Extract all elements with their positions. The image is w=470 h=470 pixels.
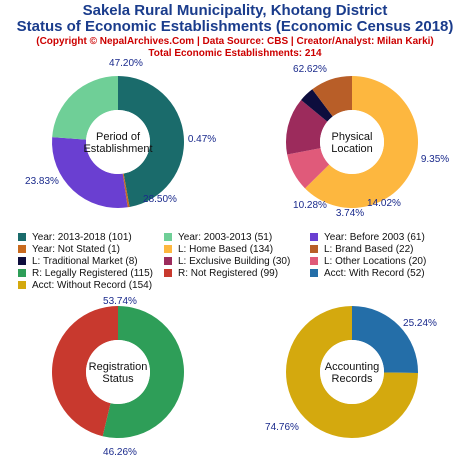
donut-slice: [352, 306, 419, 374]
legend-swatch: [18, 281, 26, 289]
legend-item: L: Exclusive Building (30): [164, 256, 290, 267]
donut-hole: [86, 110, 150, 174]
legend-swatch: [18, 269, 26, 277]
donut-hole: [320, 340, 384, 404]
legend-label: L: Brand Based (22): [324, 244, 414, 255]
donut-slice: [301, 89, 333, 122]
legend-label: Year: 2003-2013 (51): [178, 232, 273, 243]
slice-percent-label: 53.74%: [103, 296, 137, 307]
legend-swatch: [310, 257, 318, 265]
legend-item: Year: 2003-2013 (51): [164, 232, 272, 243]
legend-swatch: [310, 233, 318, 241]
donut-slice: [312, 76, 352, 117]
legend-item: Acct: With Record (52): [310, 268, 425, 279]
slice-percent-label: 25.24%: [403, 318, 437, 329]
donut-center-label: Registration: [89, 361, 148, 373]
legend-swatch: [310, 245, 318, 253]
donut-hole: [86, 340, 150, 404]
source-credit: (Copyright © NepalArchives.Com | Data So…: [36, 36, 434, 47]
legend-item: R: Legally Registered (115): [18, 268, 153, 279]
slice-percent-label: 46.26%: [103, 447, 137, 458]
slice-percent-label: 74.76%: [265, 422, 299, 433]
donut-slice: [286, 306, 418, 438]
legend-swatch: [310, 269, 318, 277]
legend-item: L: Traditional Market (8): [18, 256, 138, 267]
slice-percent-label: 28.50%: [143, 194, 177, 205]
donut-slice: [286, 99, 328, 155]
slice-percent-label: 0.47%: [188, 134, 216, 145]
donut-slice: [122, 173, 130, 208]
legend-swatch: [18, 245, 26, 253]
legend-swatch: [18, 233, 26, 241]
legend-label: Year: 2013-2018 (101): [32, 232, 132, 243]
total-establishments: Total Economic Establishments: 214: [148, 48, 322, 59]
legend-label: L: Home Based (134): [178, 244, 274, 255]
slice-percent-label: 9.35%: [421, 154, 449, 165]
donut-center-label: Establishment: [83, 143, 152, 155]
legend-label: R: Not Registered (99): [178, 268, 279, 279]
legend-label: Acct: With Record (52): [324, 268, 425, 279]
chart-title-line2: Status of Economic Establishments (Econo…: [16, 18, 454, 35]
donut-center-label: Period of: [96, 131, 141, 143]
chart-title-line1: Sakela Rural Municipality, Khotang Distr…: [82, 2, 388, 19]
donut-center-label: Physical: [332, 131, 373, 143]
legend-label: Acct: Without Record (154): [32, 280, 153, 291]
legend-item: Acct: Without Record (154): [18, 280, 152, 291]
legend-item: Year: 2013-2018 (101): [18, 232, 132, 243]
legend-label: R: Legally Registered (115): [32, 268, 153, 279]
donut-center-label: Records: [332, 373, 373, 385]
donut-slice: [52, 137, 128, 208]
donut-slice: [52, 76, 118, 140]
donut-hole: [320, 110, 384, 174]
donut-slice: [304, 76, 419, 208]
donut-center-label: Accounting: [325, 361, 379, 373]
legend-swatch: [164, 233, 172, 241]
slice-percent-label: 3.74%: [336, 208, 364, 219]
slice-percent-label: 62.62%: [293, 64, 327, 75]
legend-item: L: Brand Based (22): [310, 244, 414, 255]
slice-percent-label: 10.28%: [293, 200, 327, 211]
donut-center-label: Status: [102, 373, 134, 385]
slice-percent-label: 23.83%: [25, 176, 59, 187]
slice-percent-label: 14.02%: [367, 198, 401, 209]
legend-swatch: [164, 245, 172, 253]
legend-label: Year: Before 2003 (61): [324, 232, 425, 243]
legend-swatch: [18, 257, 26, 265]
legend-item: Year: Before 2003 (61): [310, 232, 425, 243]
legend-swatch: [164, 269, 172, 277]
donut-slice: [102, 306, 185, 438]
donut-slice: [287, 148, 330, 189]
legend-item: L: Other Locations (20): [310, 256, 426, 267]
legend-label: L: Traditional Market (8): [32, 256, 138, 267]
legend-item: L: Home Based (134): [164, 244, 273, 255]
legend-item: Year: Not Stated (1): [18, 244, 120, 255]
donut-slice: [118, 76, 185, 207]
legend-item: R: Not Registered (99): [164, 268, 278, 279]
donut-center-label: Location: [331, 143, 373, 155]
legend-label: Year: Not Stated (1): [32, 244, 121, 255]
legend-label: L: Other Locations (20): [324, 256, 427, 267]
legend-label: L: Exclusive Building (30): [178, 256, 291, 267]
legend-swatch: [164, 257, 172, 265]
slice-percent-label: 47.20%: [109, 58, 143, 69]
donut-slice: [52, 306, 118, 437]
